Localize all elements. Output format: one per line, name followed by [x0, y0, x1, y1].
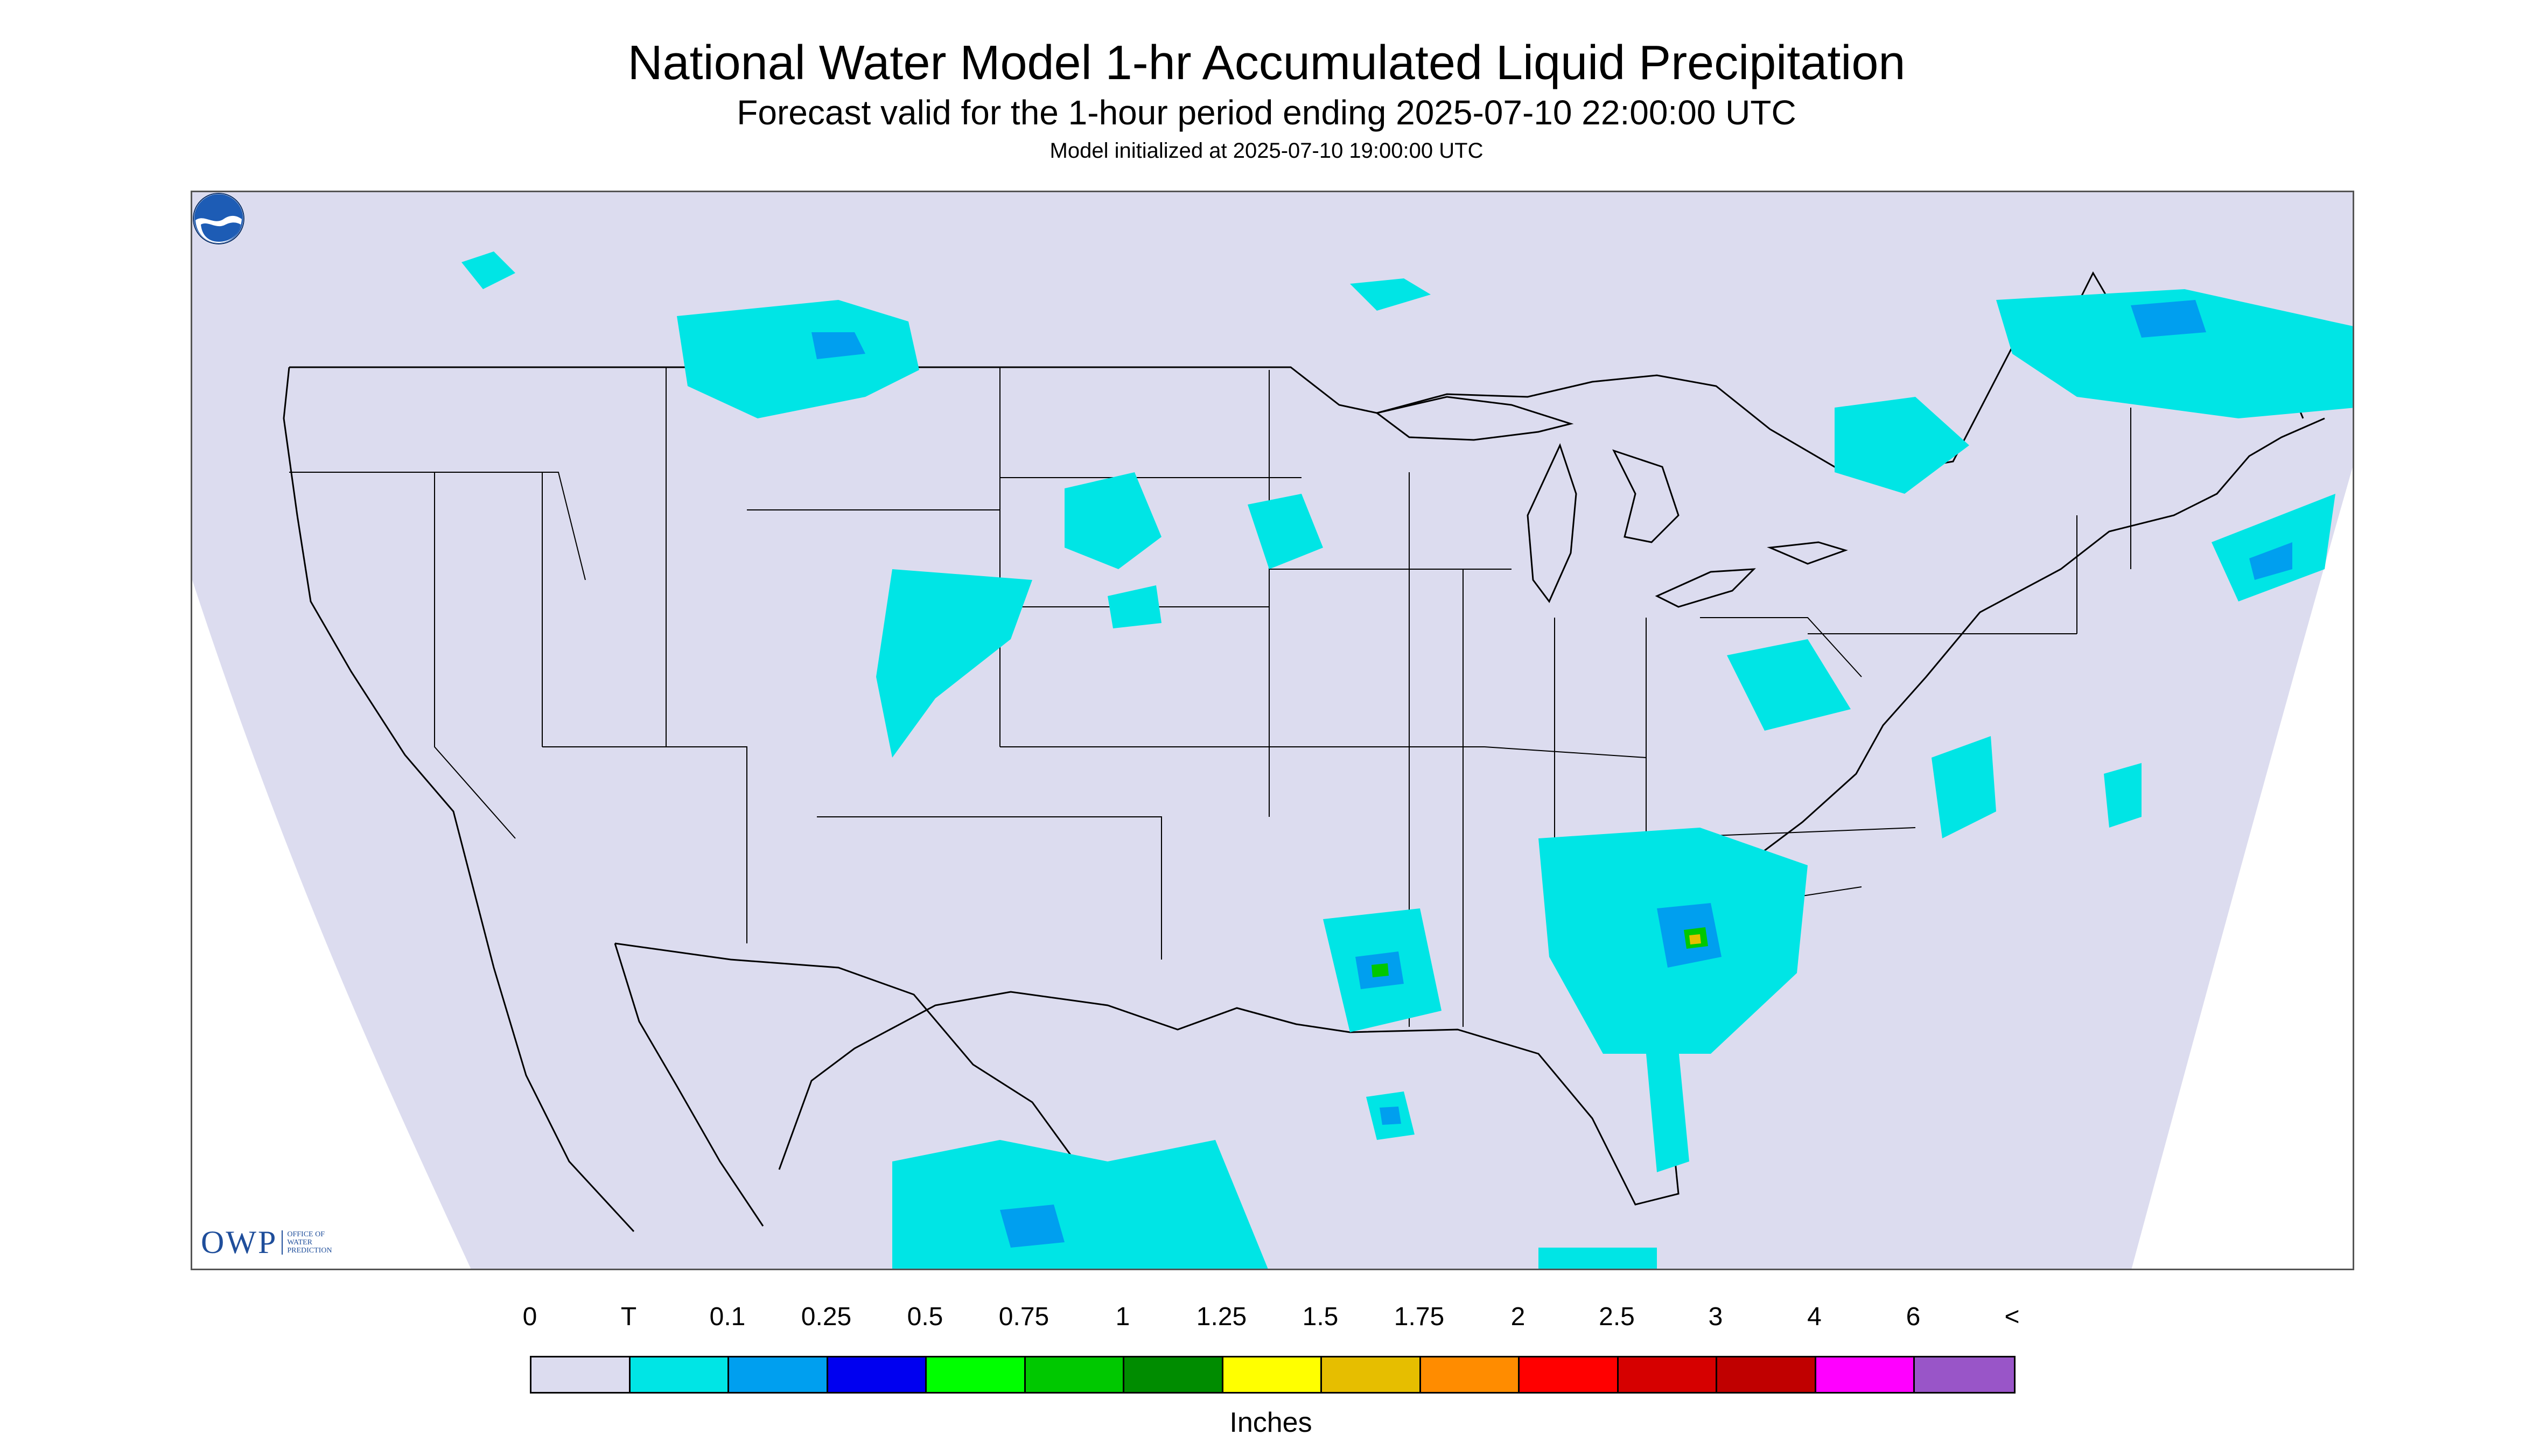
legend-label: 4: [1807, 1303, 1822, 1331]
map-subtitle: Forecast valid for the 1-hour period end…: [737, 93, 1796, 132]
baja-coast: [614, 943, 764, 1227]
precipitation-map: OWP Office of Water Prediction: [191, 191, 2354, 1270]
lake-superior: [1375, 396, 1574, 441]
precip-legend: 0 T 0.1 0.25 0.5 0.75 1 1.25 1.5 1.75 2 2.5 3 4 6 < Inc…: [523, 1302, 2020, 1438]
legend-swatch: [1124, 1357, 1223, 1392]
legend-units: Inches: [1229, 1407, 1312, 1438]
owp-logo: OWP Office of Water Prediction: [201, 1224, 346, 1261]
west-coast: [283, 367, 635, 1233]
lake-huron: [1612, 449, 1680, 543]
legend-label: 2: [1510, 1303, 1526, 1331]
legend-swatch: [1618, 1357, 1717, 1392]
legend-label: 3: [1708, 1303, 1723, 1331]
precip-areas: [461, 251, 2353, 1269]
legend-swatch: [1025, 1357, 1124, 1392]
legend-label: T: [620, 1303, 637, 1331]
legend-label: <: [2004, 1303, 2020, 1331]
legend-label: 0.1: [709, 1303, 746, 1331]
legend-label: 1.5: [1302, 1303, 1339, 1331]
map-canvas: [192, 192, 2353, 1269]
model-domain: [192, 192, 2353, 1269]
owp-text: Office of Water Prediction: [282, 1230, 346, 1255]
legend-swatch: [1421, 1357, 1520, 1392]
legend-label: 2.5: [1599, 1303, 1635, 1331]
state-lines: [289, 367, 2131, 1027]
legend-swatch: [1915, 1357, 2014, 1392]
legend-swatch: [630, 1357, 729, 1392]
lake-erie: [1655, 568, 1756, 608]
legend-label: 6: [1906, 1303, 1921, 1331]
legend-swatch: [1816, 1357, 1915, 1392]
legend-swatch: [1223, 1357, 1322, 1392]
model-init-text: Model initialized at 2025-07-10 19:00:00…: [1049, 139, 1484, 163]
lake-ontario: [1767, 541, 1848, 565]
legend-swatch: [1520, 1357, 1619, 1392]
legend-label: 1.25: [1196, 1303, 1247, 1331]
us-mexico-border: [614, 942, 1109, 1216]
legend-label: 0.75: [998, 1303, 1049, 1331]
lake-michigan: [1527, 443, 1577, 603]
legend-label: 1.75: [1394, 1303, 1445, 1331]
owp-mark: OWP: [201, 1224, 278, 1260]
legend-label: 0: [522, 1303, 537, 1331]
legend-label: 1: [1115, 1303, 1130, 1331]
legend-label: 0.25: [801, 1303, 852, 1331]
legend-swatch: [927, 1357, 1026, 1392]
legend-swatch: [729, 1357, 828, 1392]
map-title: National Water Model 1-hr Accumulated Li…: [627, 36, 1906, 90]
legend-swatch: [1717, 1357, 1816, 1392]
legend-swatch: [828, 1357, 927, 1392]
noaa-logo-icon: [192, 192, 245, 245]
legend-swatch: [531, 1357, 631, 1392]
legend-swatch: [1322, 1357, 1421, 1392]
legend-label: 0.5: [907, 1303, 943, 1331]
legend-color-bar: [530, 1356, 2016, 1394]
